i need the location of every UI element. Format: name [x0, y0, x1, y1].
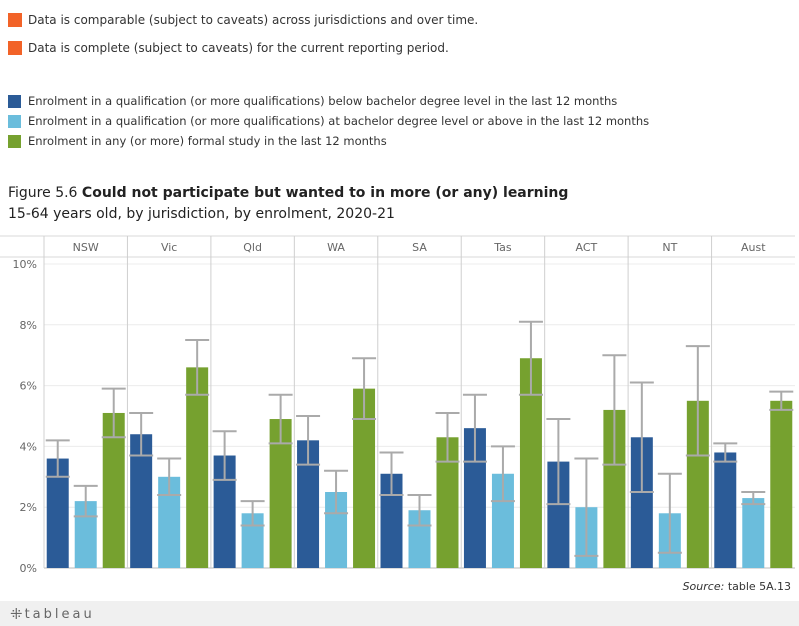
chart-subtitle: 15-64 years old, by jurisdiction, by enr…: [8, 206, 395, 222]
legend-item-below-bachelor[interactable]: Enrolment in a qualification (or more qu…: [8, 94, 617, 108]
bar: [463, 428, 486, 568]
source-text: table 5A.13: [727, 580, 791, 593]
y-tick-label: 10%: [13, 258, 37, 271]
category-label: Qld: [243, 241, 262, 254]
bar: [74, 501, 97, 568]
note-swatch-comparable: [8, 13, 22, 27]
bar-chart: 0% 2% 4% 6% 8% 10% NSW Vic Qld WA SA Tas ACT NT Aust: [0, 235, 795, 575]
chart-title: Figure 5.6 Could not participate but wan…: [8, 185, 568, 201]
bar: [686, 400, 709, 568]
bar: [102, 412, 125, 568]
legend-swatch-below-bachelor: [8, 94, 21, 108]
bar: [742, 498, 765, 568]
bar: [213, 455, 236, 568]
legend-item-formal-study[interactable]: Enrolment in any (or more) formal study …: [8, 134, 387, 148]
tableau-logo-text: tableau: [24, 606, 95, 622]
category-header-band: [44, 236, 795, 257]
category-label: Aust: [741, 241, 766, 254]
tableau-plus-icon: ⁜: [10, 605, 23, 623]
bar: [380, 473, 403, 568]
y-tick-label: 4%: [20, 440, 37, 453]
bar: [269, 419, 292, 568]
y-tick-label: 0%: [20, 562, 37, 575]
note-swatch-complete: [8, 41, 22, 55]
category-label: NSW: [73, 241, 99, 254]
category-label: NT: [662, 241, 677, 254]
bar: [519, 358, 542, 568]
category-label: Tas: [493, 241, 512, 254]
legend-label-below-bachelor: Enrolment in a qualification (or more qu…: [28, 94, 618, 108]
bar: [297, 440, 320, 568]
category-label: ACT: [576, 241, 598, 254]
note-complete: Data is complete (subject to caveats) fo…: [8, 41, 449, 55]
bar: [436, 437, 459, 568]
bar: [130, 434, 153, 568]
bar: [353, 388, 376, 568]
footer-bar: ⁜ tableau: [0, 601, 799, 626]
bar: [714, 452, 737, 568]
figure-title: Could not participate but wanted to in m…: [81, 185, 569, 201]
legend-label-bachelor-above: Enrolment in a qualification (or more qu…: [28, 114, 650, 128]
note-comparable: Data is comparable (subject to caveats) …: [8, 13, 478, 27]
y-tick-label: 8%: [20, 319, 37, 332]
legend-item-bachelor-above[interactable]: Enrolment in a qualification (or more qu…: [8, 114, 649, 128]
bar: [158, 476, 181, 568]
category-label: Vic: [161, 241, 177, 254]
note-complete-text: Data is complete (subject to caveats) fo…: [28, 41, 449, 55]
bar: [770, 400, 793, 568]
y-tick-label: 6%: [20, 380, 37, 393]
bar: [630, 437, 653, 568]
source-label: Source:: [682, 580, 725, 593]
legend-label-formal-study: Enrolment in any (or more) formal study …: [28, 134, 387, 148]
legend-swatch-formal-study: [8, 134, 21, 148]
legend-swatch-bachelor-above: [8, 114, 21, 128]
figure-number: Figure 5.6: [8, 185, 78, 201]
category-label: WA: [327, 241, 345, 254]
bar: [603, 409, 626, 568]
y-tick-label: 2%: [20, 501, 37, 514]
category-label: SA: [412, 241, 427, 254]
bar: [325, 492, 348, 568]
bar: [46, 458, 69, 568]
bar: [241, 513, 264, 568]
bar: [491, 473, 514, 568]
bar: [186, 367, 209, 568]
bar: [547, 461, 570, 568]
tableau-logo[interactable]: ⁜ tableau: [10, 605, 95, 623]
source-note: Source: table 5A.13: [683, 580, 791, 593]
note-comparable-text: Data is comparable (subject to caveats) …: [28, 13, 479, 27]
